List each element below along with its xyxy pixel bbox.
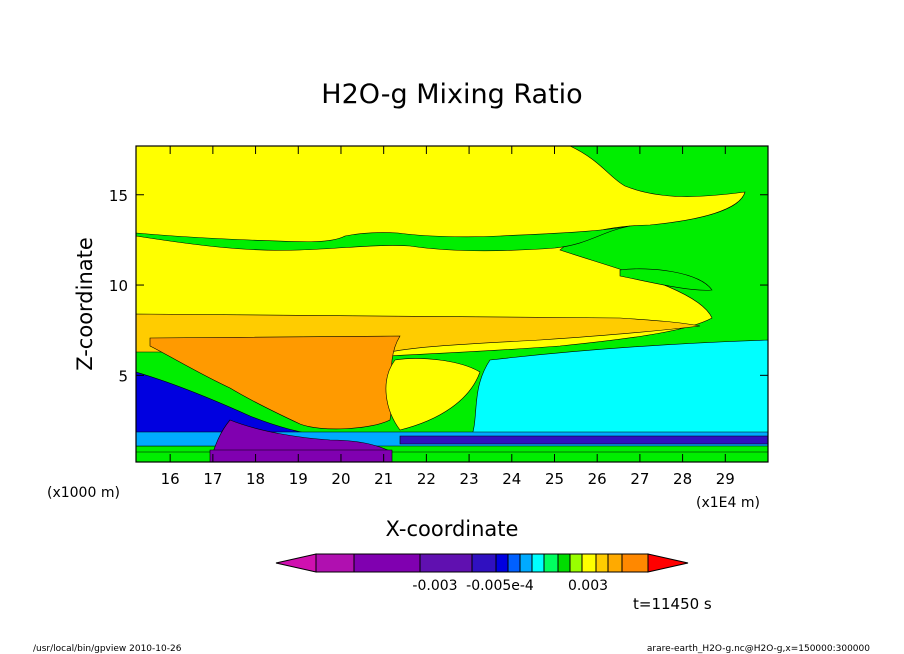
band-green-strip-1: [136, 225, 631, 252]
y-tick-label: 10: [109, 277, 128, 295]
colorbar-segment: [595, 553, 609, 573]
colorbar-label-3: 0.003: [568, 578, 608, 594]
y-tick-label: 15: [109, 187, 128, 205]
band-deep-blue-row: [399, 435, 768, 445]
colorbar-label-1: -0.003: [412, 578, 457, 594]
x-tick-label: 23: [460, 470, 479, 488]
colorbar-arrow-left: [275, 553, 317, 573]
colorbar-segment: [519, 553, 533, 573]
footer-left: /usr/local/bin/gpview 2010-10-26: [33, 644, 182, 654]
colorbar-segment: [419, 553, 473, 573]
colorbar-segment: [581, 553, 597, 573]
footer-right: arare-earth_H2O-g.nc@H2O-g,x=150000:3000…: [647, 644, 870, 654]
x-tick-label: 17: [203, 470, 222, 488]
colorbar-segment: [531, 553, 545, 573]
colorbar-label-2: -0.005e-4: [466, 578, 534, 594]
x-unit-left: (x1000 m): [47, 485, 120, 501]
chart-title: H2O-g Mixing Ratio: [321, 79, 582, 110]
band-yellow: [136, 146, 746, 357]
y-ticks: [136, 194, 768, 376]
x-tick-label: 25: [545, 470, 564, 488]
band-cyan: [469, 339, 768, 441]
y-tick-labels: 5 10 15: [109, 187, 128, 386]
colorbar: [275, 553, 689, 573]
colorbar-segment: [569, 553, 583, 573]
colorbar-segment: [607, 553, 623, 573]
x-ticks: [169, 146, 726, 462]
plot-frame: [135, 145, 769, 463]
x-tick-label: 21: [374, 470, 393, 488]
y-tick-label: 5: [118, 367, 128, 385]
x-tick-label: 19: [289, 470, 308, 488]
time-label: t=11450 s: [633, 595, 712, 613]
colorbar-segment: [621, 553, 649, 573]
x-tick-label: 22: [417, 470, 436, 488]
colorbar-segment: [507, 553, 521, 573]
colorbar-arrow-right: [647, 553, 689, 573]
x-tick-label: 27: [630, 470, 649, 488]
x-axis-label: X-coordinate: [386, 517, 519, 541]
y-axis-label: Z-coordinate: [73, 237, 97, 371]
colorbar-segment: [353, 553, 421, 573]
x-tick-label: 18: [246, 470, 265, 488]
x-tick-labels: 16 17 18 19 20 21 22 23 24 25 26 27 28 29: [161, 470, 735, 488]
x-tick-label: 24: [502, 470, 521, 488]
x-tick-label: 29: [716, 470, 735, 488]
colorbar-segment: [557, 553, 571, 573]
band-green-strip-2: [619, 268, 713, 291]
colorbar-segment: [471, 553, 497, 573]
x-tick-label: 26: [588, 470, 607, 488]
x-unit-right: (x1E4 m): [696, 495, 760, 511]
band-bottom-purple: [209, 449, 393, 462]
colorbar-segment: [543, 553, 559, 573]
x-tick-label: 28: [673, 470, 692, 488]
colorbar-segment: [495, 553, 509, 573]
x-tick-label: 20: [331, 470, 350, 488]
colorbar-segment: [315, 553, 355, 573]
contour-field: [136, 146, 768, 462]
band-mid-yellow: [385, 358, 481, 431]
x-tick-label: 16: [161, 470, 180, 488]
